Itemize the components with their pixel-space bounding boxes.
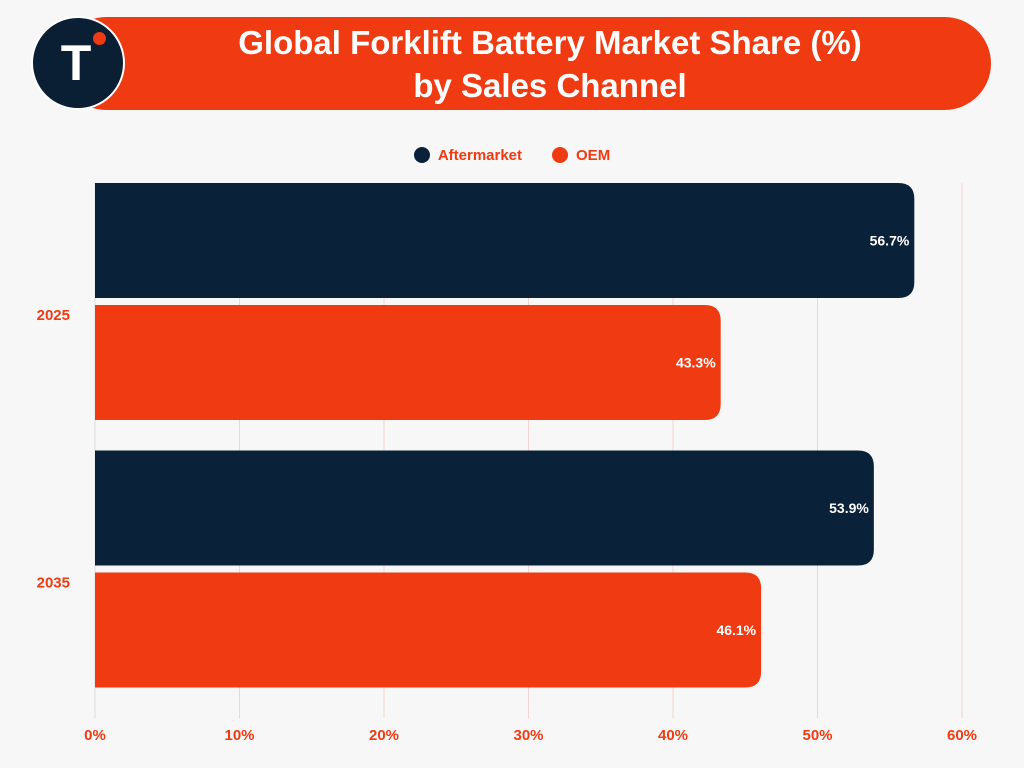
x-tick-label: 40%: [658, 727, 688, 744]
legend: Aftermarket OEM: [0, 144, 1024, 166]
x-tick-label: 0%: [84, 727, 106, 744]
bar-aftermarket-2035: [95, 450, 874, 566]
title-banner: [60, 17, 991, 110]
x-tick-label: 10%: [224, 727, 254, 744]
x-tick-label: 60%: [947, 727, 977, 744]
legend-label-aftermarket: Aftermarket: [437, 146, 523, 164]
bar-oem-2025: [95, 305, 721, 420]
logo-dot: [93, 32, 106, 45]
x-tick-label: 20%: [369, 727, 399, 744]
legend-swatch-oem: [552, 147, 569, 163]
data-label: 43.3%: [676, 355, 716, 371]
logo-letter: T: [60, 35, 92, 91]
chart-title: Global Forklift Battery Market Share (%)…: [100, 17, 1000, 110]
data-label: 56.7%: [870, 233, 910, 249]
chart-title-line-2: by Sales Channel: [413, 66, 687, 104]
data-label: 46.1%: [716, 622, 756, 638]
data-label: 53.9%: [829, 500, 869, 516]
brand-logo: T: [31, 16, 125, 110]
legend-label-oem: OEM: [576, 146, 611, 164]
x-tick-label: 30%: [513, 727, 543, 744]
x-tick-label: 50%: [802, 727, 832, 744]
bar-aftermarket-2025: [95, 183, 915, 298]
y-tick-label: 2025: [37, 307, 70, 324]
legend-item-oem: OEM: [552, 147, 610, 164]
legend-swatch-aftermarket: [413, 147, 430, 163]
y-tick-label: 2035: [37, 574, 70, 591]
legend-item-aftermarket: Aftermarket: [413, 146, 523, 164]
chart-title-line-1: Global Forklift Battery Market Share (%): [238, 23, 862, 61]
bar-oem-2035: [95, 572, 762, 688]
